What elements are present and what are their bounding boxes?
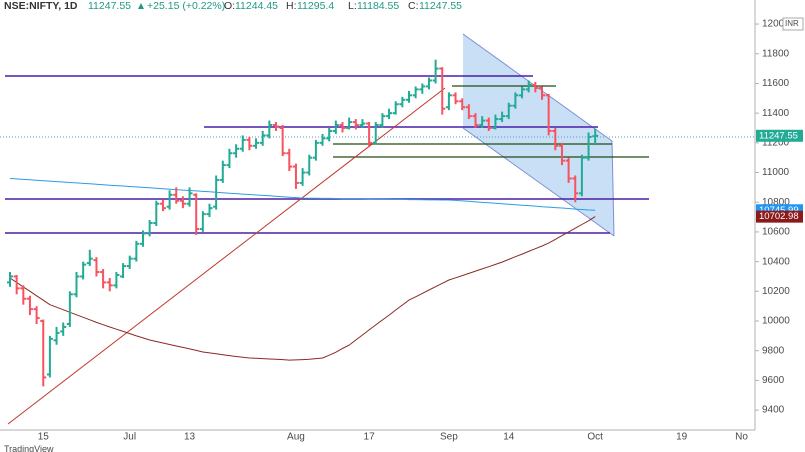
y-tick-label: 9800 — [762, 345, 785, 356]
y-tick-label: 10200 — [762, 286, 790, 297]
y-tick-label: 9400 — [762, 405, 785, 416]
last-price: 11247.55 — [88, 0, 131, 12]
price-tag — [756, 129, 803, 142]
ohlc-label: C: — [408, 0, 419, 12]
x-tick-label: 14 — [503, 432, 515, 443]
footer: TradingView — [4, 444, 54, 452]
y-tick-label: 12000 — [762, 19, 790, 30]
x-tick-label: Sep — [440, 432, 458, 443]
x-tick-label: Jul — [123, 432, 136, 443]
header: NSE:NIFTY, 1D 11247.55 +25.15 (+0.22%) O… — [4, 0, 462, 12]
x-tick-label: Aug — [287, 432, 305, 443]
y-tick-label: 11600 — [762, 78, 790, 89]
y-tick-label: 9600 — [762, 375, 785, 386]
ohlc-value: 11247.55 — [419, 0, 462, 12]
ohlc-value: 11295.4 — [297, 0, 334, 12]
currency-box — [782, 17, 804, 31]
channel-lower — [462, 127, 615, 237]
y-tick-label: 10400 — [762, 256, 790, 267]
symbol: NSE:NIFTY, 1D — [4, 0, 78, 12]
y-tick-label: 10000 — [762, 316, 790, 327]
y-tick-label: 11400 — [762, 108, 790, 119]
ohlc-label: L: — [348, 0, 357, 12]
price-axis — [755, 0, 805, 452]
y-tick-label: 11200 — [762, 137, 790, 148]
y-tick-label: 10600 — [762, 227, 790, 238]
x-tick-label: Oct — [587, 432, 603, 443]
moving-average — [9, 178, 596, 211]
currency: INR — [785, 19, 799, 28]
ohlc-label: H: — [286, 0, 297, 12]
trend-line — [7, 87, 446, 425]
price-tag-label: 10745.99 — [759, 205, 799, 216]
ohlc-label: O: — [224, 0, 235, 12]
y-tick-label: 11800 — [762, 48, 790, 59]
price-tag — [756, 210, 803, 223]
y-tick-label: 11000 — [762, 167, 790, 178]
moving-average — [9, 216, 596, 361]
plot-area — [0, 33, 755, 425]
up-arrow — [138, 3, 144, 9]
x-tick-label: 15 — [38, 432, 50, 443]
x-tick-label: No — [735, 432, 748, 443]
ohlc-value: 11184.55 — [357, 0, 399, 12]
price-tag-label: 10702.98 — [759, 211, 799, 222]
change: +25.15 (+0.22%) — [147, 0, 225, 12]
price-tag-label: 11247.55 — [759, 130, 798, 141]
x-tick-label: 19 — [676, 432, 688, 443]
ohlc-value: 11244.45 — [235, 0, 278, 12]
y-tick-label: 10800 — [762, 197, 790, 208]
x-tick-label: 13 — [184, 432, 196, 443]
x-tick-label: 17 — [364, 432, 376, 443]
